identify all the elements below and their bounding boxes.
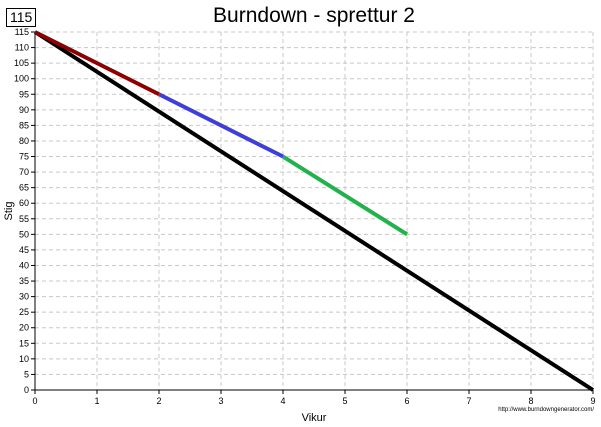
x-tick-label: 4 <box>280 396 285 406</box>
y-tick-labels: 0 5 10 15 20 25 30 35 40 45 50 55 60 65 70 75 80 85 90 95 10… <box>14 27 29 395</box>
x-tick-labels: 0 1 2 3 4 5 6 7 8 9 <box>32 396 595 406</box>
series-line-1 <box>34 30 160 97</box>
x-tick-label: 1 <box>94 396 99 406</box>
x-tick-label: 8 <box>528 396 533 406</box>
y-tick-label: 110 <box>15 43 29 53</box>
series-lines <box>33 30 595 392</box>
y-tick-label: 95 <box>19 89 29 99</box>
y-tick-label: 45 <box>19 245 29 255</box>
y-tick-label: 30 <box>19 292 29 302</box>
axes <box>31 31 594 394</box>
y-tick-label: 20 <box>19 323 29 333</box>
y-tick-label: 40 <box>19 260 29 270</box>
y-tick-label: 25 <box>19 307 29 317</box>
y-tick-label: 35 <box>19 276 29 286</box>
total-points-badge: 115 <box>6 8 37 27</box>
y-tick-label: 100 <box>14 74 29 84</box>
x-tick-label: 9 <box>590 396 595 406</box>
credit-link: http://www.burndowngenerator.com/ <box>498 407 594 413</box>
y-tick-label: 15 <box>19 338 29 348</box>
series-line-3 <box>281 154 409 237</box>
y-axis-label: Stig <box>3 202 15 221</box>
y-tick-label: 80 <box>19 136 29 146</box>
x-axis-label: Vikur <box>302 412 327 424</box>
series-line-2 <box>158 92 284 159</box>
y-tick-label: 105 <box>14 58 29 68</box>
x-tick-label: 3 <box>218 396 223 406</box>
y-tick-label: 55 <box>19 214 29 224</box>
y-tick-label: 5 <box>24 369 29 379</box>
x-tick-label: 6 <box>404 396 409 406</box>
y-tick-label: 60 <box>19 198 29 208</box>
y-tick-label: 0 <box>24 385 29 395</box>
x-tick-label: 0 <box>32 396 37 406</box>
y-tick-label: 70 <box>19 167 29 177</box>
y-tick-label: 90 <box>19 105 29 115</box>
x-tick-label: 2 <box>156 396 161 406</box>
x-tick-label: 7 <box>466 396 471 406</box>
y-tick-label: 65 <box>19 183 29 193</box>
x-tick-label: 5 <box>342 396 347 406</box>
series-line-0 <box>33 30 595 392</box>
y-tick-label: 115 <box>15 27 29 37</box>
y-tick-label: 75 <box>19 152 29 162</box>
y-tick-label: 10 <box>19 354 29 364</box>
y-tick-label: 85 <box>19 120 29 130</box>
chart-title: Burndown - sprettur 2 <box>213 4 415 27</box>
y-tick-label: 50 <box>19 229 29 239</box>
